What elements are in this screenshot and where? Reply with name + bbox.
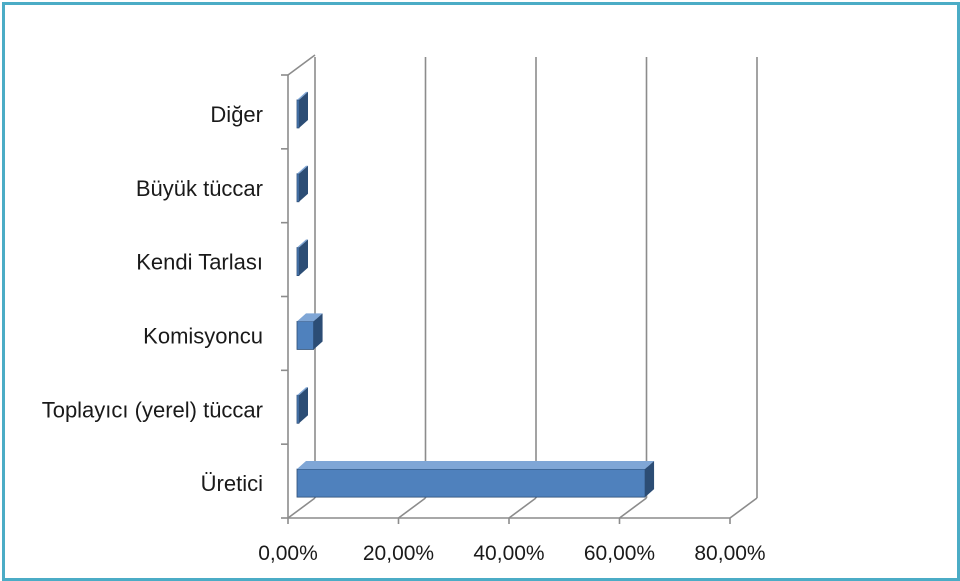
category-label: Diğer [210, 102, 263, 127]
bar-side [299, 91, 308, 128]
bar-layer [296, 91, 655, 498]
bar-top [297, 461, 655, 470]
floor-line [619, 497, 647, 519]
floor-line [729, 497, 758, 519]
category-label: Büyük tüccar [136, 176, 263, 201]
bar-front [296, 247, 300, 277]
wall-edge [287, 54, 316, 76]
bar-top [297, 91, 308, 100]
label-layer: 0,00% 20,00% 40,00% 60,00% 80,00% Üretici Topl… [42, 102, 766, 565]
bar-top [297, 313, 323, 322]
category-label: Kendi Tarlası [136, 250, 263, 275]
category-label: Üretici [201, 471, 263, 496]
bar-top [297, 165, 308, 174]
category-label: Komisyoncu [143, 323, 263, 348]
bar-front [296, 99, 300, 129]
floor-line [508, 497, 537, 519]
axis-layer [281, 74, 731, 524]
x-tick-label: 20,00% [363, 542, 434, 565]
x-tick-label: 60,00% [584, 542, 655, 565]
x-tick-label: 40,00% [473, 542, 544, 565]
bar-front [296, 394, 300, 424]
floor-line [287, 497, 316, 519]
x-tick-label: 80,00% [694, 542, 765, 565]
bar-front [296, 320, 314, 350]
bar-side [299, 239, 308, 276]
category-label: Toplayıcı (yerel) tüccar [42, 397, 263, 422]
bar-top [297, 239, 308, 248]
bar-front [296, 468, 646, 498]
x-tick-label: 0,00% [258, 542, 318, 565]
bar-top [297, 387, 308, 396]
bar-front [296, 173, 300, 203]
floor-line [398, 497, 426, 519]
bar-side [299, 387, 308, 424]
bar-side [645, 461, 655, 498]
bar-side [299, 165, 308, 202]
grid-layer [287, 54, 758, 519]
bar-side [313, 313, 323, 350]
